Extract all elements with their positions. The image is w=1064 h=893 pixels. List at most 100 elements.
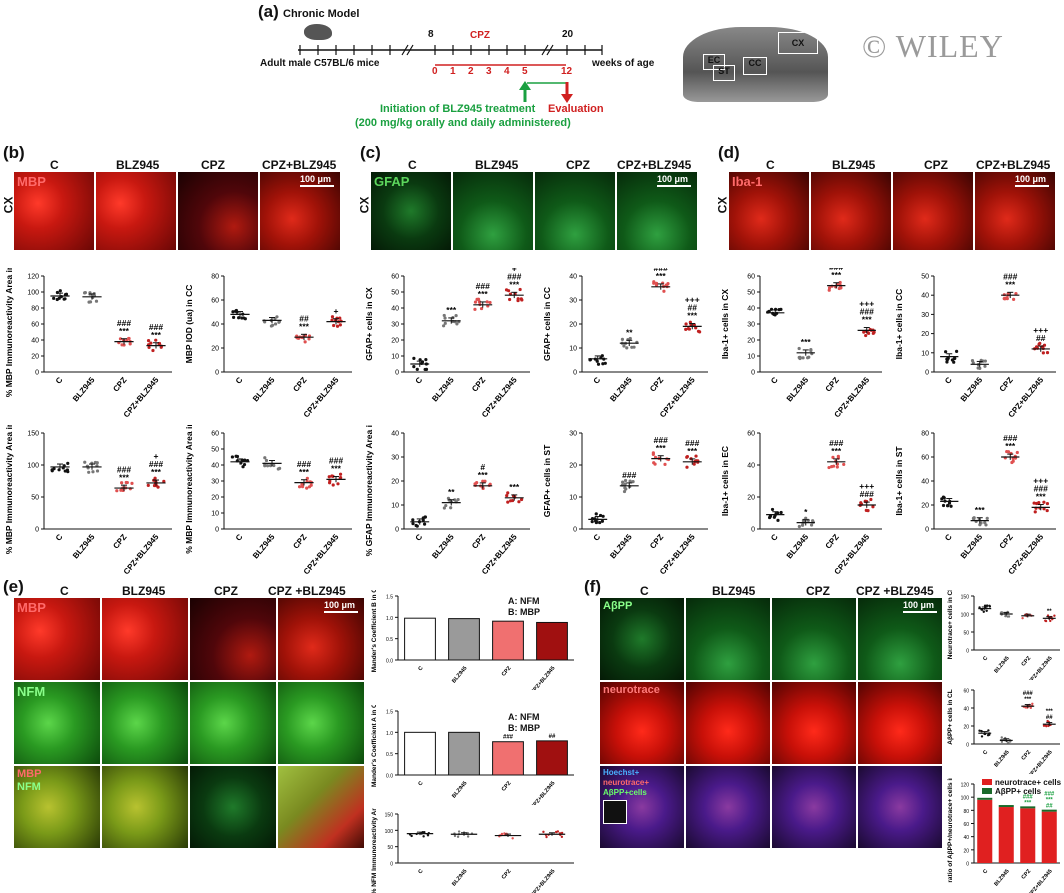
data-point — [338, 323, 342, 327]
y-tick-label: 1.5 — [386, 595, 393, 601]
data-point — [982, 610, 985, 613]
e-mbp-label: MBP — [17, 600, 46, 615]
c-region-cx: CX — [357, 196, 372, 214]
f-merge-neurotrace: neurotrace+ — [603, 778, 650, 787]
y-tick-label: 20 — [747, 495, 755, 502]
data-point — [423, 515, 427, 519]
y-tick-label: 60 — [211, 431, 219, 438]
data-point — [1006, 292, 1010, 296]
y-tick-label: 100 — [961, 796, 970, 802]
significance-mark: ** — [1047, 609, 1052, 615]
y-tick-label: 100 — [27, 463, 39, 470]
y-tick-label: 10 — [747, 354, 755, 361]
y-tick-label: 20 — [31, 354, 39, 361]
f-inset — [603, 800, 627, 824]
significance-mark: ### — [654, 435, 668, 445]
significance-mark: *** — [1046, 798, 1054, 804]
data-point — [1037, 342, 1041, 346]
data-point — [297, 485, 302, 489]
data-point — [970, 359, 975, 363]
data-point — [797, 524, 801, 529]
y-tick-label: 20 — [569, 322, 577, 329]
data-point — [596, 362, 601, 366]
data-point — [506, 500, 510, 504]
data-point — [663, 462, 667, 466]
data-point — [66, 461, 70, 466]
y-axis-label: MBP IOD (ua) in CC — [184, 285, 194, 364]
data-point — [953, 356, 957, 360]
y-tick-label: 50 — [31, 495, 39, 502]
data-point — [864, 333, 868, 338]
data-point — [1015, 450, 1019, 455]
b-header-cpzblz: CPZ+BLZ945 — [262, 158, 337, 172]
f-legend-neurotrace-text: neurotrace+ cells — [995, 778, 1062, 787]
y-tick-label: 0.5 — [386, 637, 393, 643]
treatment-line-1: Initiation of BLZ945 treatment — [380, 103, 536, 115]
d-scale-bar: 100 μm — [1015, 174, 1049, 187]
y-axis-label: % GFAP Immunoreactivity Area in EC — [364, 425, 374, 556]
x-tick-label: C — [54, 532, 65, 542]
data-point — [125, 480, 129, 485]
significance-mark: *** — [656, 271, 667, 281]
x-tick-label: C — [769, 532, 780, 542]
data-point — [651, 452, 655, 456]
data-point — [952, 360, 956, 364]
c-scale-bar: 100 μm — [657, 174, 691, 187]
data-point — [1042, 500, 1046, 504]
data-point — [443, 316, 447, 320]
data-point — [305, 486, 309, 490]
data-point — [237, 316, 241, 320]
y-tick-label: 40 — [391, 306, 399, 313]
chronic-model-title: Chronic Model — [283, 8, 360, 20]
y-tick-label: 40 — [747, 463, 755, 470]
b-image-cpz — [178, 172, 258, 250]
c-plot-gfap-cx: 0 10 20 30 40 50 60 GFAP+ cells in CX C BLZ945 CPZ… — [364, 268, 530, 418]
e-header-cpz: CPZ — [214, 584, 238, 598]
y-tick-label: 60 — [921, 455, 929, 462]
data-point — [118, 337, 123, 341]
bar-neurotrace — [1020, 808, 1036, 863]
f-merge-cpzblz — [858, 766, 942, 848]
data-point — [276, 467, 280, 471]
y-tick-label: 50 — [211, 447, 219, 454]
data-point — [58, 289, 62, 293]
x-tick-label: BLZ945 — [251, 375, 277, 403]
data-point — [1005, 297, 1009, 301]
data-point — [443, 321, 447, 325]
f-merge-c: Hoechst+ neurotrace+ AβPP+cells — [600, 766, 684, 848]
data-point — [1005, 449, 1009, 454]
data-point — [511, 837, 514, 840]
data-point — [95, 469, 100, 473]
y-tick-label: 20 — [963, 848, 969, 854]
x-tick-label: CPZ+BLZ945 — [530, 868, 557, 893]
y-tick-label: 1.0 — [386, 616, 393, 622]
y-tick-label: 80 — [963, 809, 969, 815]
y-tick-label: 20 — [211, 495, 219, 502]
data-point — [1033, 510, 1037, 514]
data-point — [654, 283, 659, 287]
significance-mark: ### — [1023, 691, 1034, 697]
y-tick-label: 0 — [925, 370, 929, 377]
data-point — [1012, 297, 1016, 301]
f-app-label: AβPP — [603, 600, 633, 612]
data-point — [827, 465, 831, 470]
data-point — [479, 306, 484, 311]
data-point — [95, 461, 99, 465]
e-plot-nfm-cx: 0 50 100 150 % NFM Immunoreactivity Area in … — [371, 808, 574, 893]
significance-mark: + — [512, 268, 517, 273]
y-tick-label: 40 — [921, 293, 929, 300]
y-axis-label: Mander's Coefficient A in CX — [371, 705, 378, 787]
significance-mark: ### — [507, 271, 521, 281]
data-point — [120, 481, 124, 485]
data-point — [624, 487, 628, 491]
data-point — [240, 458, 245, 462]
significance-mark: ### — [1003, 433, 1017, 443]
y-tick-label: 10 — [391, 354, 399, 361]
significance-mark: ## — [549, 734, 556, 740]
x-tick-label: C — [414, 532, 425, 542]
data-point — [1041, 351, 1045, 355]
x-tick-label: C — [982, 655, 989, 662]
y-tick-label: 0.0 — [386, 659, 393, 665]
